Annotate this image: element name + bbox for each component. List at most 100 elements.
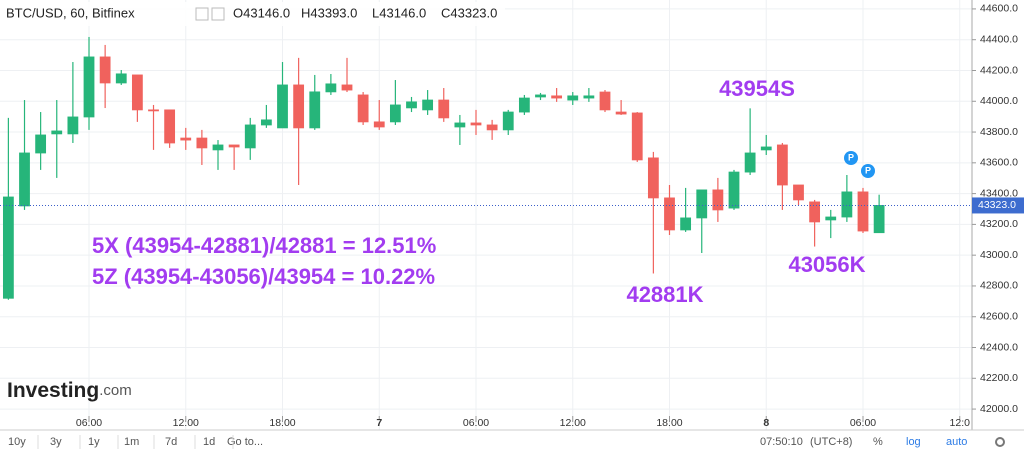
annotation: 42881K xyxy=(626,282,703,307)
candle-body xyxy=(680,217,692,231)
candle-body xyxy=(776,144,788,186)
icon[interactable] xyxy=(195,7,209,21)
last-price-box xyxy=(972,197,1024,214)
candle-body xyxy=(793,184,804,201)
candle-body xyxy=(309,91,321,129)
candle xyxy=(776,142,788,210)
candle xyxy=(19,100,30,210)
range-button[interactable]: 7d xyxy=(165,436,177,448)
candle-body xyxy=(857,191,869,232)
candle-body xyxy=(551,95,563,99)
candle-body xyxy=(131,74,143,111)
candle-body xyxy=(664,197,675,231)
candle xyxy=(760,134,772,155)
candle-body xyxy=(164,109,176,144)
logo-main: Investing xyxy=(7,379,99,402)
annotation: 43056K xyxy=(788,252,865,277)
candle xyxy=(196,129,208,165)
auto-toggle[interactable]: auto xyxy=(946,436,967,448)
x-tick-label: 12:00 xyxy=(560,417,586,429)
clock: 07:50:10 xyxy=(760,436,803,448)
y-tick-label: 42600.0 xyxy=(980,311,1018,323)
candle xyxy=(406,96,417,113)
range-button[interactable]: 1d xyxy=(203,436,215,448)
candle-body xyxy=(99,56,111,84)
candle-body xyxy=(244,124,256,149)
marker[interactable] xyxy=(861,164,875,178)
candle-body xyxy=(373,121,385,128)
candle-body xyxy=(422,99,434,111)
header-bg xyxy=(0,2,505,26)
candle-body xyxy=(599,91,611,111)
candle xyxy=(115,70,127,85)
candle-body xyxy=(712,189,724,211)
candle-body xyxy=(389,104,401,123)
candle xyxy=(486,119,498,140)
candle-body xyxy=(809,201,821,223)
candle-body xyxy=(518,97,530,113)
candle xyxy=(277,62,288,129)
candle-body xyxy=(67,116,79,135)
candle xyxy=(99,44,111,109)
candle-body xyxy=(228,144,240,148)
candle-body xyxy=(357,94,369,123)
marker-label: P xyxy=(848,152,854,162)
candle-body xyxy=(696,189,708,219)
candle xyxy=(615,100,627,115)
logo-suffix: .com xyxy=(99,382,132,399)
candle xyxy=(551,88,563,102)
x-tick-label: 7 xyxy=(376,417,382,429)
toolbar: Go to... 07:50:10 (UTC+8) % log auto 10y… xyxy=(8,435,1005,449)
goto[interactable]: Go to... xyxy=(227,436,263,448)
candle xyxy=(357,92,369,125)
y-tick-label: 43200.0 xyxy=(980,218,1018,230)
candle-body xyxy=(212,144,224,151)
candle xyxy=(228,144,240,170)
annotation: 5X (43954-42881)/42881 = 12.51% xyxy=(92,233,436,258)
marker[interactable] xyxy=(844,151,858,165)
candle-body xyxy=(841,191,853,218)
percent-toggle[interactable]: % xyxy=(873,436,883,448)
x-tick-label: 06:00 xyxy=(76,417,102,429)
logo: Investing.com xyxy=(7,379,132,402)
ohlc-low: L43146.0 xyxy=(372,5,426,20)
candle-body xyxy=(115,73,127,84)
x-tick-label: 18:00 xyxy=(656,417,682,429)
candle-body xyxy=(486,124,498,131)
candle xyxy=(744,108,756,175)
candle xyxy=(67,62,79,143)
last-price-label: 43323.0 xyxy=(978,199,1016,211)
candle xyxy=(567,92,579,105)
range-button[interactable]: 10y xyxy=(8,436,26,448)
candle-body xyxy=(567,95,579,101)
y-tick-label: 43000.0 xyxy=(980,249,1018,261)
y-tick-label: 42400.0 xyxy=(980,341,1018,353)
candle xyxy=(583,88,595,102)
candle xyxy=(825,209,837,239)
annotation: 43954S xyxy=(719,76,795,101)
candle-body xyxy=(728,171,740,209)
settings-icon[interactable] xyxy=(995,437,1005,447)
candle xyxy=(51,100,63,178)
candle-body xyxy=(873,205,885,234)
candle xyxy=(131,74,143,122)
candle xyxy=(35,112,47,170)
timezone[interactable]: (UTC+8) xyxy=(810,436,852,448)
range-button[interactable]: 1m xyxy=(124,436,139,448)
candle-body xyxy=(406,101,417,109)
candle-body xyxy=(760,146,772,151)
grid xyxy=(0,0,972,430)
x-tick-label: 18:00 xyxy=(269,417,295,429)
candle-body xyxy=(631,112,643,161)
y-tick-label: 44200.0 xyxy=(980,64,1018,76)
candle xyxy=(535,92,546,101)
y-tick-label: 44000.0 xyxy=(980,95,1018,107)
candle-body xyxy=(647,157,659,199)
icon[interactable] xyxy=(211,7,225,21)
range-button[interactable]: 1y xyxy=(88,436,100,448)
range-button[interactable]: 3y xyxy=(50,436,62,448)
log-toggle[interactable]: log xyxy=(906,436,921,448)
candle xyxy=(389,80,401,125)
x-tick-label: 8 xyxy=(763,417,769,429)
candle-body xyxy=(502,111,514,131)
